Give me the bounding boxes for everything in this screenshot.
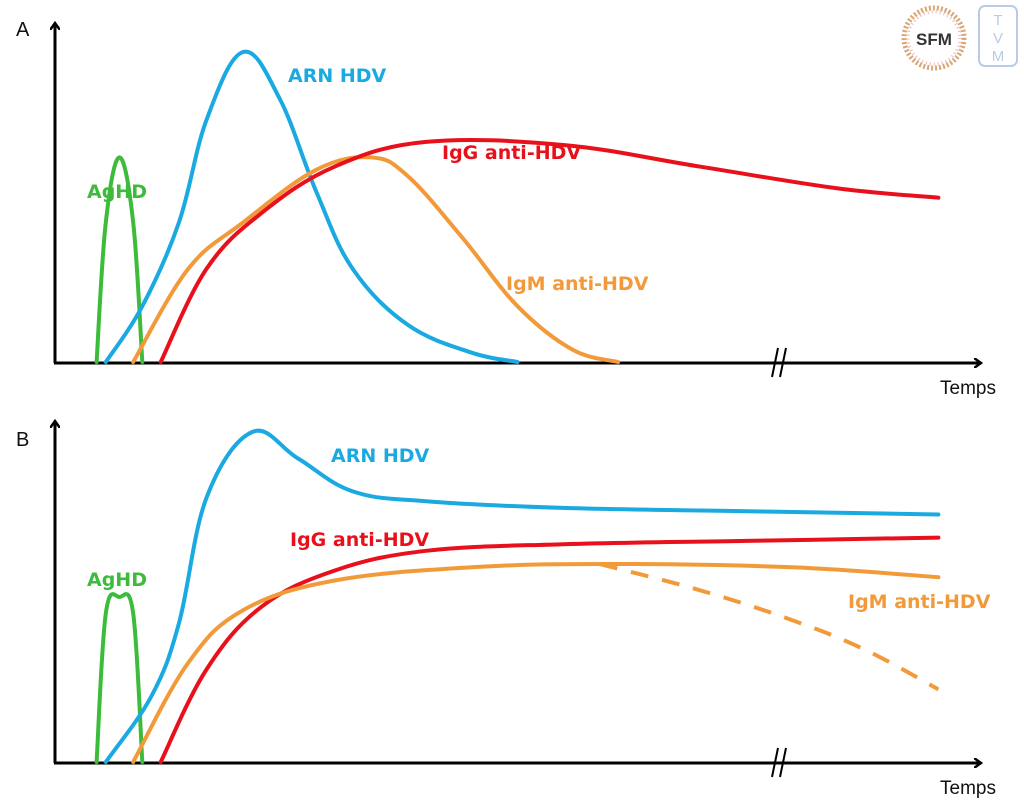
panel-b-x-label: Temps — [940, 778, 996, 799]
panel-a-series-aghd — [94, 155, 145, 364]
panel-b-series-aghd — [94, 592, 145, 764]
panel-b-series-group — [94, 428, 941, 764]
tvm-logo: T V M — [978, 5, 1018, 67]
panel-a-label-arn: ARN HDV — [288, 65, 387, 87]
sfm-logo-text: SFM — [916, 30, 952, 49]
panel-a: A Temps AgHD ARN HDV IgG anti-HDV IgM an… — [16, 19, 996, 399]
panel-a-break-line-1 — [771, 347, 779, 378]
sfm-logo-ring — [901, 5, 967, 71]
panel-a-letter: A — [16, 19, 30, 41]
panel-b-series-igm-anti-hdv — [131, 562, 941, 764]
panel-a-break-line-2 — [779, 347, 787, 378]
panel-a-axis-break — [771, 347, 787, 378]
panel-a-series-arn-hdv — [103, 49, 520, 364]
sfm-logo: SFM — [901, 5, 967, 71]
panel-a-series-igm-anti-hdv — [131, 155, 621, 364]
panel-b-label-aghd: AgHD — [87, 569, 147, 591]
panel-b-series-igm-anti-hdv-decline — [599, 562, 940, 692]
panel-b-label-igm: IgM anti-HDV — [848, 591, 991, 613]
panel-b-axis-break — [771, 747, 787, 778]
panel-b-letter: B — [16, 429, 29, 451]
panel-b-series-igg-anti-hdv — [158, 535, 941, 764]
panel-b-break-line-1 — [771, 747, 779, 778]
panel-b-label-arn: ARN HDV — [331, 445, 430, 467]
panel-b-series-arn-hdv — [103, 428, 941, 764]
tvm-logo-v: V — [993, 30, 1003, 47]
panel-a-x-label: Temps — [940, 378, 996, 399]
panel-a-series-group — [94, 49, 941, 364]
panel-b-label-igg: IgG anti-HDV — [290, 529, 429, 551]
panel-a-label-aghd: AgHD — [87, 181, 147, 203]
tvm-logo-m: M — [992, 48, 1005, 65]
tvm-logo-t: T — [993, 12, 1002, 29]
sfm-logo-ring-inner — [906, 10, 962, 66]
panel-a-series-igg-anti-hdv — [158, 137, 941, 364]
tvm-logo-frame — [978, 5, 1018, 67]
panel-a-label-igm: IgM anti-HDV — [506, 273, 649, 295]
panel-b-break-line-2 — [779, 747, 787, 778]
panel-b: B Temps AgHD ARN HDV IgG anti-HDV IgM an… — [16, 422, 996, 799]
panel-a-label-igg: IgG anti-HDV — [442, 142, 581, 164]
